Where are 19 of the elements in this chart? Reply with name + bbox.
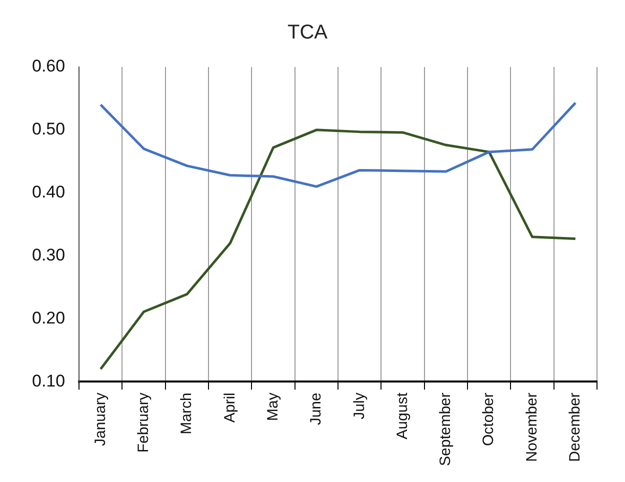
y-tick-label: 0.10 xyxy=(32,371,66,390)
x-tick-label: June xyxy=(308,392,325,426)
x-tick-label: March xyxy=(178,392,196,434)
chart-title: TCA xyxy=(288,22,328,44)
x-tick-label: January xyxy=(92,392,109,446)
x-tick-label: February xyxy=(134,392,152,453)
y-tick-label: 0.30 xyxy=(32,245,66,264)
x-tick-label: December xyxy=(566,392,584,462)
y-tick-label: 0.60 xyxy=(32,56,66,76)
x-tick-label: April xyxy=(221,392,238,423)
y-tick-label: 0.40 xyxy=(32,182,66,202)
x-tick-label: May xyxy=(264,392,282,421)
x-tick-label: September xyxy=(437,392,454,466)
y-tick-label: 0.20 xyxy=(32,308,66,328)
x-tick-label: August xyxy=(394,392,411,440)
x-tick-label: October xyxy=(480,392,498,446)
y-tick-label: 0.50 xyxy=(32,120,66,139)
x-tick-label: July xyxy=(350,392,368,420)
x-tick-label: November xyxy=(523,392,540,462)
